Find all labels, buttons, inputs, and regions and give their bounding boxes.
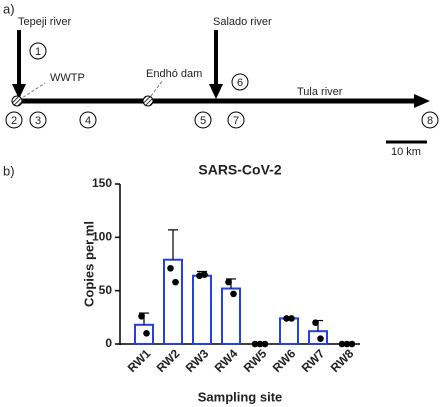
site-marker <box>5 111 23 129</box>
arrow-head <box>12 84 26 99</box>
river-label: Salado river <box>213 16 272 28</box>
y-tick-label: 100 <box>92 230 112 244</box>
y-tick-label: 50 <box>99 283 113 297</box>
x-tick-label: RW6 <box>270 346 299 375</box>
chart-title: SARS-CoV-2 <box>198 162 281 178</box>
data-point <box>343 340 351 348</box>
x-tick-label: RW3 <box>183 346 212 375</box>
data-point <box>338 340 346 348</box>
panel-label: b) <box>3 163 15 178</box>
y-tick-label: 150 <box>92 176 112 190</box>
wwtp-marker <box>11 95 23 107</box>
leader-line <box>147 79 164 101</box>
river-label: Tula river <box>297 86 343 98</box>
site-number: 5 <box>200 115 206 127</box>
x-tick-label: RW8 <box>328 346 357 375</box>
y-axis-label: Copies per ml <box>81 221 96 307</box>
data-point <box>288 315 295 322</box>
x-tick-label: RW2 <box>154 346 183 375</box>
x-axis-label: Sampling site <box>198 389 283 404</box>
dam-marker <box>142 95 154 107</box>
site-number: 6 <box>237 77 243 89</box>
arrow-head <box>414 94 430 108</box>
x-tick-label: RW4 <box>212 346 241 375</box>
data-point <box>196 272 203 280</box>
facility-label: Endhó dam <box>146 68 202 80</box>
data-point <box>348 340 356 348</box>
site-marker <box>29 42 47 60</box>
site-number: 4 <box>85 115 91 127</box>
bar <box>279 317 299 345</box>
site-number: 7 <box>233 115 239 127</box>
site-marker <box>227 111 245 129</box>
site-marker <box>29 111 47 129</box>
sites: 1 2 3 4 5 6 7 8 <box>5 42 439 129</box>
arrow-head <box>209 84 223 99</box>
leader-line <box>18 82 46 101</box>
x-tick-label: RW7 <box>299 346 328 375</box>
data-point <box>251 340 259 348</box>
data-point <box>230 290 237 298</box>
y-tick-label: 0 <box>105 336 112 350</box>
site-marker <box>194 111 212 129</box>
data-point <box>201 271 208 278</box>
bar <box>192 274 212 346</box>
data-point <box>312 319 319 326</box>
river-label: Tepeji river <box>18 16 72 28</box>
site-marker <box>79 111 97 129</box>
site-marker <box>421 111 439 129</box>
data-point <box>317 335 324 342</box>
facility-label: WWTP <box>50 72 85 84</box>
site-number: 8 <box>427 115 433 127</box>
error-bar <box>168 229 178 260</box>
data-point <box>143 330 150 337</box>
data-point <box>138 312 145 320</box>
bar <box>221 287 241 345</box>
data-point <box>283 315 290 322</box>
scale-label: 10 km <box>391 146 421 158</box>
x-tick-label: RW1 <box>125 346 154 375</box>
river-map: Tepeji river Salado river Tula river WWT… <box>11 16 430 158</box>
bar <box>163 258 183 346</box>
data-point <box>167 264 174 272</box>
panel-label: a) <box>3 1 15 16</box>
x-tick-label: RW5 <box>241 346 270 375</box>
site-number: 3 <box>35 115 41 127</box>
site-number: 1 <box>35 46 41 58</box>
data-point <box>256 340 264 348</box>
data-point <box>261 340 269 348</box>
data-point <box>172 278 179 286</box>
chart: SARS-CoV-2 Sampling site Copies per ml 0… <box>81 162 360 404</box>
data-point <box>225 278 232 286</box>
site-marker <box>231 73 249 91</box>
site-number: 2 <box>11 115 17 127</box>
